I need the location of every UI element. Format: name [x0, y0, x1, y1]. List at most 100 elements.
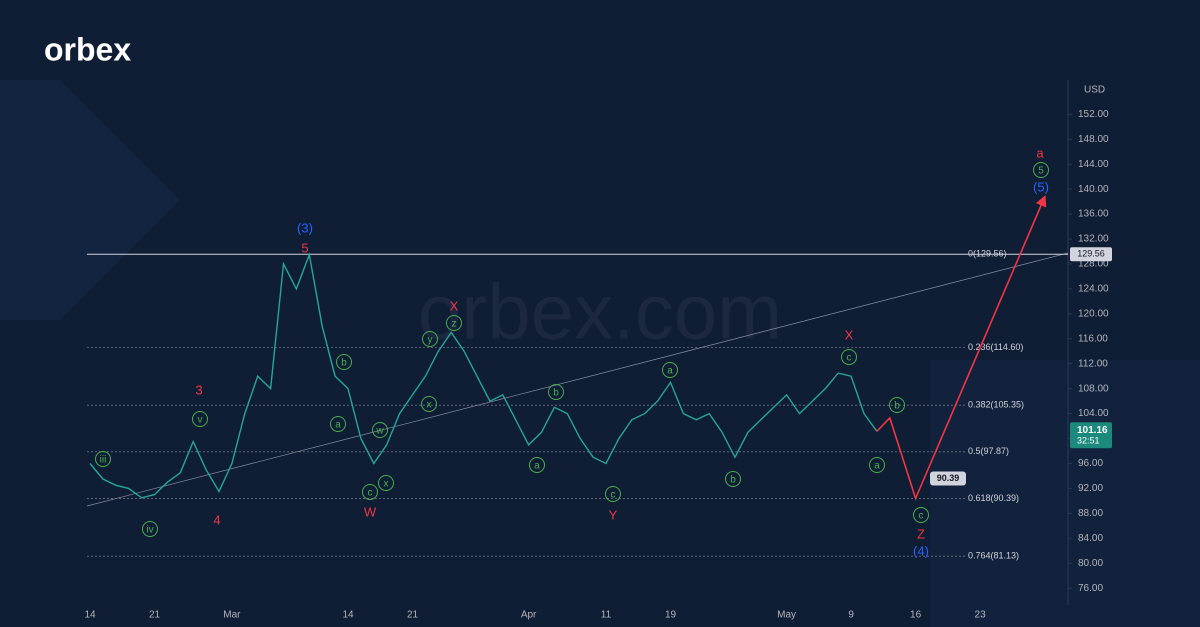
- y-tick-label: 140.00: [1078, 184, 1109, 195]
- x-tick-label: 9: [848, 610, 854, 621]
- wave-circle: [336, 354, 352, 370]
- wave-label: a: [534, 461, 540, 472]
- wave-circle: [422, 331, 438, 347]
- y-tick-label: 120.00: [1078, 308, 1109, 319]
- y-tick-label: 128.00: [1078, 259, 1109, 270]
- wave-label: X: [845, 327, 854, 342]
- y-tick-label: 124.00: [1078, 284, 1109, 295]
- y-tick-label: 116.00: [1078, 333, 1108, 344]
- wave-label: w: [375, 426, 384, 437]
- wave-label: x: [427, 400, 432, 411]
- countdown: 32:51: [1077, 436, 1100, 446]
- wave-label: 5: [1038, 166, 1044, 177]
- wave-circle: [192, 411, 208, 427]
- wave-circle: [841, 349, 857, 365]
- wave-label: 4: [213, 512, 220, 527]
- wave-label: x: [384, 479, 389, 490]
- wave-circle: [362, 484, 378, 500]
- y-tick-label: 148.00: [1078, 134, 1109, 145]
- y-tick-label: 104.00: [1078, 408, 1109, 419]
- wave-label: b: [894, 401, 900, 412]
- fib-label: 0.382(105.35): [968, 400, 1024, 410]
- wave-label: iii: [100, 455, 107, 466]
- wave-label: a: [1036, 145, 1044, 160]
- wave-label: a: [874, 461, 880, 472]
- wave-label: z: [452, 319, 457, 330]
- x-tick-label: May: [777, 610, 796, 621]
- y-tick-label: 132.00: [1078, 234, 1109, 245]
- wave-circle: [662, 362, 678, 378]
- x-tick-label: 19: [665, 610, 677, 621]
- fib-label: 0.618(90.39): [968, 493, 1019, 503]
- wave-circle: [372, 422, 388, 438]
- wave-label: Y: [609, 507, 618, 522]
- wave-circle: [725, 471, 741, 487]
- y-tick-label: 80.00: [1078, 558, 1103, 569]
- wave-label: b: [341, 358, 347, 369]
- decor: [930, 360, 1200, 627]
- wave-circle: [913, 507, 929, 523]
- y-tick-label: 76.00: [1078, 583, 1103, 594]
- fib-label: 0.236(114.60): [968, 342, 1023, 352]
- target-tag: [930, 471, 966, 486]
- wave-label: iv: [146, 525, 153, 536]
- fib-label: 0(129.56): [968, 249, 1007, 259]
- wave-circle: [330, 416, 346, 432]
- wave-circle: [142, 521, 158, 537]
- price-tag: [1070, 247, 1112, 262]
- y-tick-label: 152.00: [1078, 109, 1109, 120]
- wave-label: v: [198, 415, 203, 426]
- wave-label: (3): [297, 220, 313, 235]
- wave-label: (5): [1033, 179, 1049, 194]
- x-tick-label: 23: [975, 610, 987, 621]
- x-tick-label: 14: [342, 610, 354, 621]
- wave-label: W: [364, 504, 377, 519]
- trend-line: [86, 252, 1069, 507]
- y-tick-label: 88.00: [1078, 508, 1103, 519]
- wave-label: b: [730, 475, 736, 486]
- watermark: orbex.com: [418, 268, 782, 356]
- y-tick-label: 108.00: [1078, 383, 1109, 394]
- y-tick-label: 96.00: [1078, 458, 1103, 469]
- wave-circle: [421, 396, 437, 412]
- wave-circle: [605, 486, 621, 502]
- wave-label: b: [553, 388, 559, 399]
- wave-label: c: [919, 511, 924, 522]
- x-tick-label: 21: [149, 610, 161, 621]
- fib-label: 0.5(97.87): [968, 446, 1009, 456]
- wave-circle: [529, 457, 545, 473]
- decor: [0, 80, 180, 320]
- fib-label: 0.764(81.13): [968, 551, 1019, 561]
- target-label: 90.39: [937, 473, 960, 483]
- logo: orbex: [44, 31, 131, 67]
- price-line: [89, 251, 878, 499]
- wave-circle: [869, 457, 885, 473]
- wave-label: 5: [301, 240, 308, 255]
- price-tag-label: 129.56: [1077, 249, 1105, 259]
- y-tick-label: 92.00: [1078, 483, 1103, 494]
- y-tick-label: 84.00: [1078, 533, 1103, 544]
- currency: USD: [1084, 85, 1105, 96]
- wave-label: c: [611, 490, 616, 501]
- wave-label: c: [847, 353, 852, 364]
- last-price-tag: [1070, 422, 1112, 449]
- wave-label: a: [335, 420, 341, 431]
- y-tick-label: 144.00: [1078, 159, 1109, 170]
- wave-circle: [446, 315, 462, 331]
- wave-label: a: [667, 366, 673, 377]
- x-tick-label: Mar: [223, 610, 241, 621]
- wave-circle: [548, 384, 564, 400]
- last-price-label: 101.16: [1077, 425, 1108, 436]
- x-tick-label: Apr: [521, 610, 537, 621]
- projection-path: [876, 195, 1047, 501]
- x-tick-label: 11: [601, 610, 612, 621]
- y-tick-label: 136.00: [1078, 209, 1109, 220]
- x-tick-label: 21: [407, 610, 419, 621]
- wave-label: Z: [917, 526, 925, 541]
- wave-label: (4): [913, 543, 929, 558]
- wave-label: c: [368, 488, 373, 499]
- x-tick-label: 16: [910, 610, 922, 621]
- x-tick-label: 14: [84, 610, 96, 621]
